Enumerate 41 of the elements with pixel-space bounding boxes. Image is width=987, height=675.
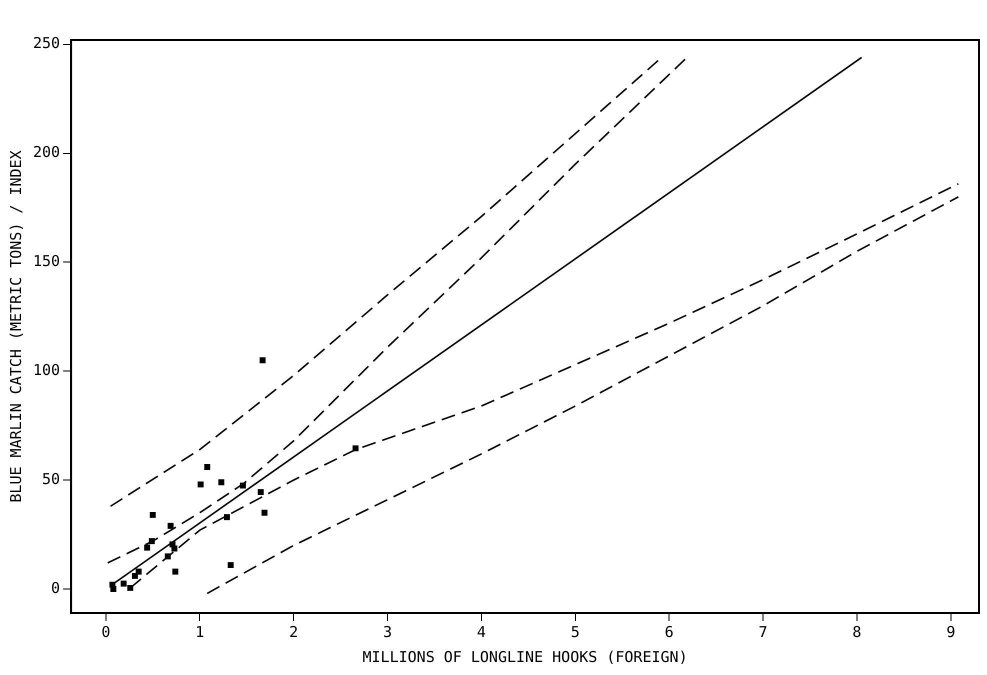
point [168, 522, 174, 529]
point [150, 512, 156, 518]
x-tick-label: 9 [946, 622, 956, 641]
point [164, 553, 171, 560]
point [204, 464, 210, 470]
y-axis-title: BLUE MARLIN CATCH (METRIC TONS) / INDEX [6, 150, 25, 503]
point [127, 584, 134, 591]
line-series [106, 56, 688, 564]
point [171, 546, 178, 552]
y-tick-label: 200 [33, 143, 60, 162]
point [224, 514, 230, 520]
y-tick-label: 100 [33, 361, 60, 380]
y-tick-label: 250 [33, 34, 60, 52]
point [258, 489, 264, 496]
point [218, 479, 224, 486]
x-tick-label: 6 [664, 622, 674, 641]
point [352, 445, 359, 452]
point [148, 538, 155, 544]
x-tick-label: 4 [476, 622, 486, 641]
x-tick-label: 5 [570, 622, 580, 641]
point [132, 572, 138, 579]
point [109, 582, 116, 588]
point [260, 357, 266, 364]
y-tick-label: 150 [33, 252, 60, 270]
y-tick-label: 0 [51, 578, 60, 597]
point [240, 482, 246, 489]
x-tick-label: 8 [852, 622, 862, 641]
point [120, 580, 127, 587]
point [136, 568, 142, 575]
point [198, 481, 204, 488]
point [144, 544, 150, 551]
y-tick-label: 50 [42, 470, 60, 488]
point [228, 562, 234, 568]
x-axis-title: MILLIONS OF LONGLINE HOOKS (FOREIGN) [362, 648, 688, 666]
x-tick-label: 1 [195, 622, 204, 641]
x-tick-label: 2 [289, 622, 298, 641]
point [172, 568, 178, 575]
x-tick-label: 7 [758, 622, 768, 641]
point [262, 510, 268, 516]
x-tick-label: 3 [382, 622, 392, 641]
x-tick-label: 0 [101, 622, 110, 641]
